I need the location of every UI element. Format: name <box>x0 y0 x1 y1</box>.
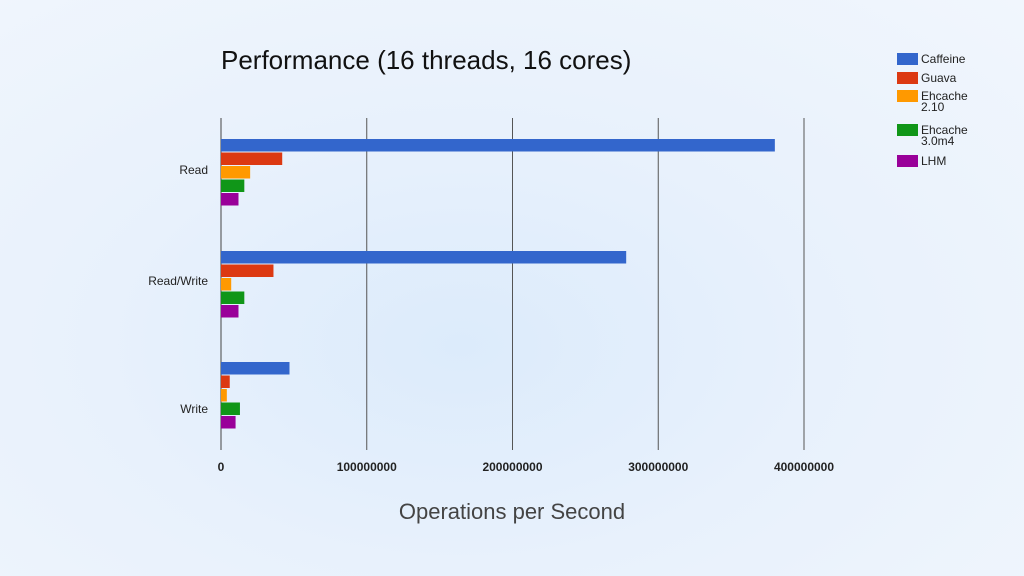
bar-lhm-read-write <box>221 305 239 318</box>
category-label: Read/Write <box>148 274 208 288</box>
bar-ehcache-3-0m4-read-write <box>221 291 245 304</box>
legend-label: Ehcache 3.0m4 <box>921 123 968 148</box>
legend-label: Ehcache 2.10 <box>921 89 968 114</box>
legend-swatch <box>897 53 918 65</box>
legend-label: LHM <box>921 154 946 168</box>
bar-ehcache-3-0m4-read <box>221 179 245 192</box>
bar-ehcache-2-10-read-write <box>221 278 232 291</box>
x-axis-title: Operations per Second <box>399 499 625 524</box>
chart-title: Performance (16 threads, 16 cores) <box>221 45 631 75</box>
legend-label: Guava <box>921 71 957 85</box>
legend: Caffeine Guava Ehcache 2.10 Ehcache 3.0m4 LHM <box>897 52 968 168</box>
bars <box>221 139 775 429</box>
x-tick-label: 300000000 <box>628 460 688 474</box>
bar-guava-read-write <box>221 264 274 277</box>
x-tick-label: 200000000 <box>482 460 542 474</box>
bar-lhm-write <box>221 416 236 429</box>
x-tick-label: 100000000 <box>337 460 397 474</box>
bar-guava-read <box>221 152 283 165</box>
bar-caffeine-read-write <box>221 251 627 264</box>
category-labels: Read Read/Write Write <box>148 163 208 416</box>
bar-ehcache-3-0m4-write <box>221 402 240 415</box>
bar-ehcache-2-10-read <box>221 166 251 179</box>
x-tick-label: 400000000 <box>774 460 834 474</box>
bar-caffeine-write <box>221 362 290 375</box>
gridlines <box>220 118 805 450</box>
legend-swatch <box>897 72 918 84</box>
bar-guava-write <box>221 375 230 388</box>
bar-lhm-read <box>221 193 239 206</box>
legend-label: Caffeine <box>921 52 966 66</box>
legend-swatch <box>897 90 918 102</box>
legend-swatch <box>897 155 918 167</box>
bar-caffeine-read <box>221 139 775 152</box>
category-label: Read <box>179 163 208 177</box>
x-tick-labels: 0 100000000 200000000 300000000 400000000 <box>218 460 835 474</box>
legend-swatch <box>897 124 918 136</box>
bar-ehcache-2-10-write <box>221 389 227 402</box>
category-label: Write <box>180 402 208 416</box>
x-tick-label: 0 <box>218 460 225 474</box>
